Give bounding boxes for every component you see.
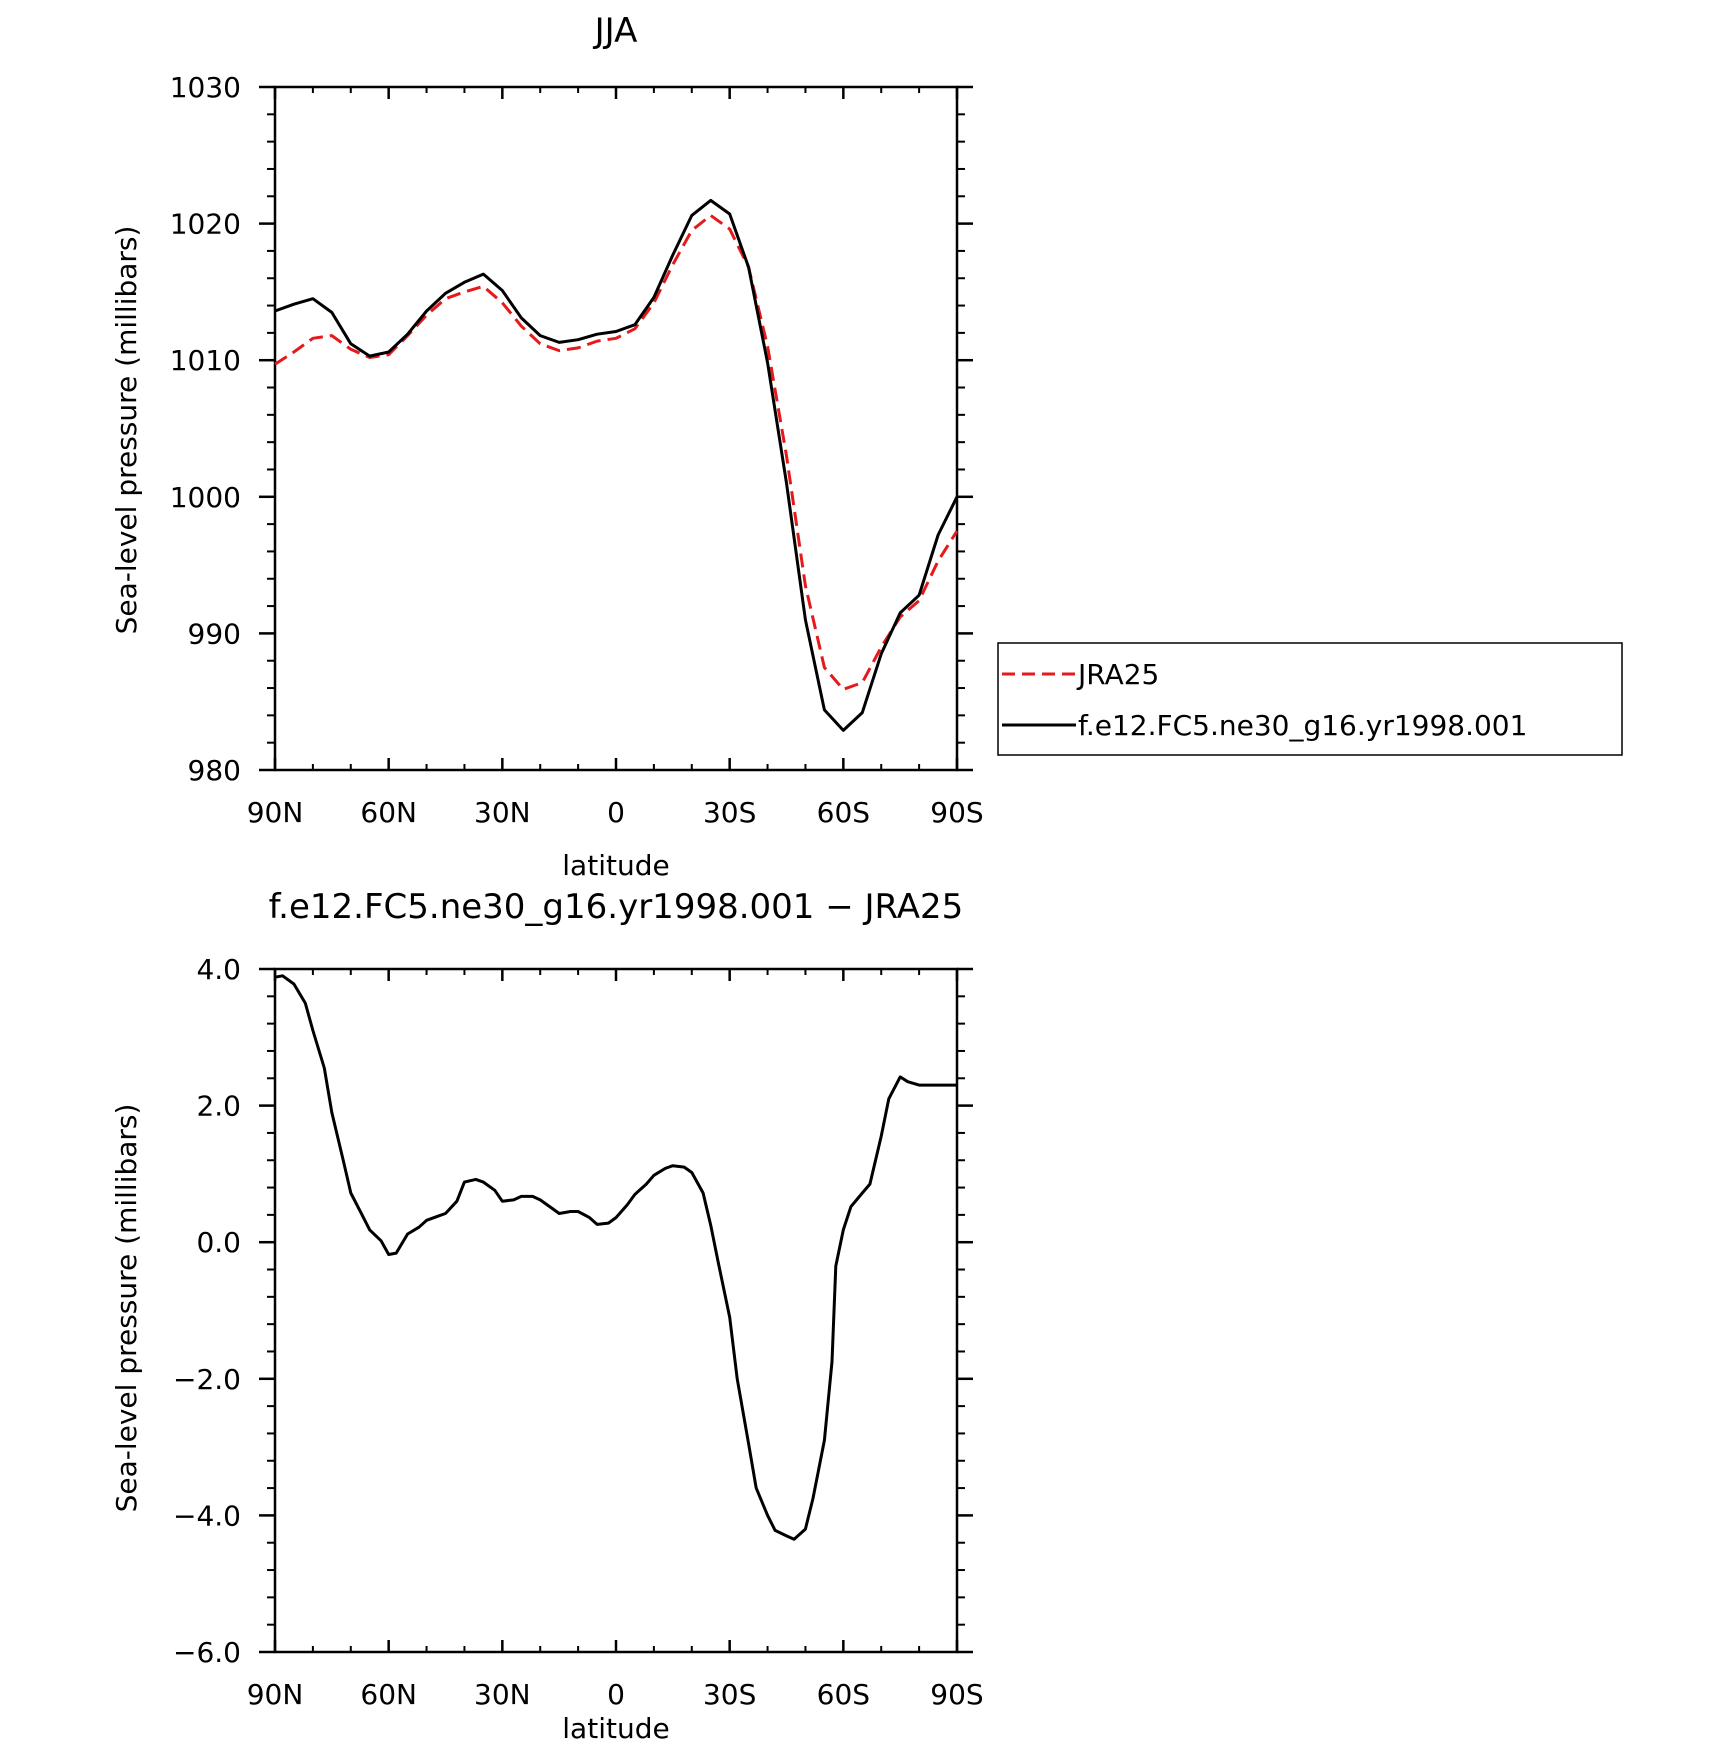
x-tick-label: 90N (247, 796, 304, 829)
plot-frame (273, 85, 959, 772)
x-tick-label: 90N (247, 1678, 304, 1711)
x-tick-label: 30N (474, 796, 531, 829)
x-tick-label: 30S (703, 1678, 756, 1711)
y-tick-label: 1010 (170, 344, 241, 377)
y-tick-label: −2.0 (173, 1363, 241, 1396)
x-tick-label: 0 (607, 796, 625, 829)
x-tick-label: 30S (703, 796, 756, 829)
plot-frame (273, 967, 959, 1654)
legend-label-jra25: JRA25 (1076, 658, 1159, 691)
top-plot-area: 90N 60N 30N 0 30S 60S 90S 980 990 1000 1010 1020 103… (170, 71, 984, 829)
y-tick-label: 990 (188, 617, 241, 650)
x-tick-label: 30N (474, 1678, 531, 1711)
y-tick-label: 1030 (170, 71, 241, 104)
bottom-plot-area: 90N 60N 30N 0 30S 60S 90S −6.0 −4.0 −2.0 0.0 2.0 4.0 (173, 953, 984, 1711)
x-tick-label: 60N (360, 796, 417, 829)
top-y-axis-label: Sea-level pressure (millibars) (110, 226, 143, 635)
y-tick-label: 1020 (170, 208, 241, 241)
y-tick-label: 1000 (170, 481, 241, 514)
series-line-0-1 (274, 198, 959, 732)
series-line-1-0 (274, 974, 957, 1541)
legend: JRA25 f.e12.FC5.ne30_g16.yr1998.001 (997, 642, 1623, 756)
top-plot-title: JJA (593, 11, 638, 51)
top-x-axis-label: latitude (562, 849, 669, 882)
x-tick-label: 60S (817, 796, 870, 829)
y-tick-label: 4.0 (196, 953, 241, 986)
x-tick-label: 60N (360, 1678, 417, 1711)
legend-label-model: f.e12.FC5.ne30_g16.yr1998.001 (1078, 709, 1527, 742)
y-tick-label: 980 (188, 754, 241, 787)
bottom-x-axis-label: latitude (562, 1712, 669, 1745)
y-tick-label: −4.0 (173, 1499, 241, 1532)
bottom-panel: f.e12.FC5.ne30_g16.yr1998.001 − JRA25 la… (110, 887, 984, 1745)
x-tick-label: 90S (930, 796, 983, 829)
x-tick-label: 0 (607, 1678, 625, 1711)
x-tick-label: 90S (930, 1678, 983, 1711)
y-tick-label: −6.0 (173, 1636, 241, 1669)
bottom-plot-title: f.e12.FC5.ne30_g16.yr1998.001 − JRA25 (269, 887, 964, 927)
y-tick-label: 2.0 (196, 1090, 241, 1123)
top-panel: JJA latitude Sea-level pressure (milliba… (110, 11, 984, 882)
legend-frame (997, 642, 1623, 756)
series-line-0-0 (274, 213, 959, 691)
y-tick-label: 0.0 (196, 1226, 241, 1259)
x-tick-label: 60S (817, 1678, 870, 1711)
bottom-y-axis-label: Sea-level pressure (millibars) (110, 1104, 143, 1513)
